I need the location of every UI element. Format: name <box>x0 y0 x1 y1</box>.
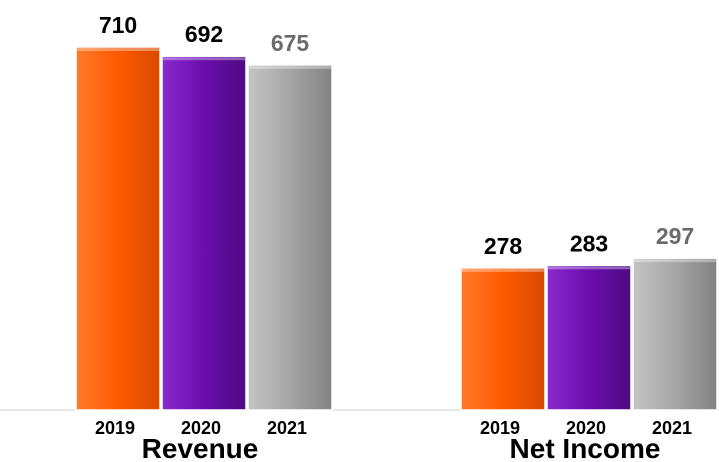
bar-highlight-net-income-2019 <box>462 268 544 272</box>
value-label-revenue-2021: 675 <box>271 30 310 56</box>
bar-highlight-revenue-2020 <box>163 57 245 61</box>
tick-label-net-income-2019: 2019 <box>480 418 520 438</box>
bar-net-income-2020 <box>546 264 632 411</box>
value-label-net-income-2020: 283 <box>570 230 608 256</box>
group-label-revenue: Revenue <box>142 433 259 462</box>
value-label-revenue-2019: 710 <box>99 12 137 38</box>
bar-highlight-net-income-2020 <box>548 266 630 270</box>
group-label-net-income: Net Income <box>510 433 661 462</box>
bar-revenue-2021 <box>247 64 333 411</box>
bar-highlight-net-income-2021 <box>634 259 716 263</box>
bar-highlight-revenue-2021 <box>249 65 331 69</box>
tick-label-net-income-2021: 2021 <box>652 418 692 438</box>
value-label-net-income-2019: 278 <box>484 233 523 259</box>
bar-net-income-2019 <box>460 267 546 411</box>
value-label-revenue-2020: 692 <box>185 21 223 47</box>
labels-layer: 710 2019 692 2020 675 2021 Revenue 278 2019 283 20… <box>95 12 694 462</box>
bars-layer <box>75 46 718 411</box>
value-label-net-income-2021: 297 <box>656 223 694 249</box>
bar-revenue-2019 <box>75 46 161 411</box>
tick-label-revenue-2020: 2020 <box>181 418 221 438</box>
tick-label-revenue-2021: 2021 <box>267 418 307 438</box>
bar-net-income-2021 <box>632 257 718 411</box>
bar-revenue-2020 <box>161 55 247 411</box>
bar-highlight-revenue-2019 <box>77 48 159 51</box>
tick-label-revenue-2019: 2019 <box>95 418 135 438</box>
tick-label-net-income-2020: 2020 <box>566 418 606 438</box>
